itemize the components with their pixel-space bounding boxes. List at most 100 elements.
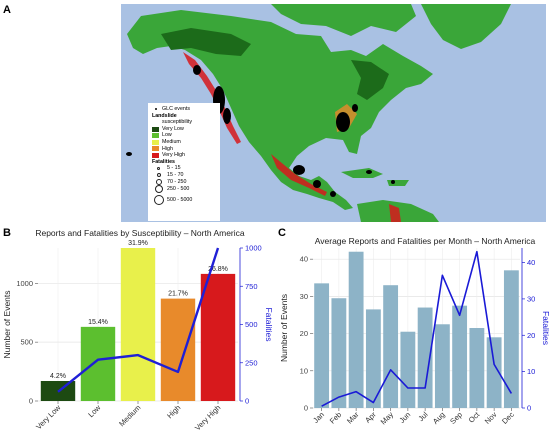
bar-data-label: 31.9% bbox=[128, 240, 148, 247]
y2-axis-label: Fatalities bbox=[541, 311, 550, 345]
legend-susceptibility-levels: Very Low Low Medium High Very High bbox=[152, 126, 218, 159]
fatalities-circle-icon bbox=[155, 178, 162, 185]
bar bbox=[434, 324, 450, 408]
x-tick-label: High bbox=[165, 403, 182, 420]
chart-monthly: 0 10 20 30 40 0 10 20 30 40 Jan Feb Mar Apr May Jun Jul A… bbox=[275, 226, 550, 441]
x-tick-label: Nov bbox=[483, 410, 499, 426]
y-axis-label: Number of Events bbox=[2, 290, 12, 358]
y-tick-label: 20 bbox=[300, 329, 308, 338]
x-tick-label: Low bbox=[86, 403, 103, 420]
legend-level-label: High bbox=[162, 145, 173, 152]
y2-axis-label: Fatalities bbox=[264, 307, 274, 341]
y-axis-label: Number of Events bbox=[279, 294, 289, 362]
y2-tick-label: 0 bbox=[245, 397, 249, 406]
legend-level-row: Low bbox=[152, 132, 218, 139]
legend-level-swatch bbox=[152, 152, 159, 158]
fatalities-circle-icon bbox=[154, 185, 163, 194]
legend-level-label: Very Low bbox=[162, 125, 184, 132]
x-tick-label: Oct bbox=[467, 409, 482, 424]
bar bbox=[348, 251, 364, 408]
legend-level-label: Medium bbox=[162, 138, 181, 145]
y-tick-label: 500 bbox=[20, 338, 33, 347]
legend-level-swatch bbox=[152, 126, 159, 132]
y2-tick-label: 40 bbox=[527, 258, 535, 267]
bar bbox=[314, 283, 330, 408]
fatalities-line bbox=[57, 247, 220, 393]
x-tick-label: May bbox=[379, 410, 396, 427]
legend-fatalities-title: Fatalities bbox=[152, 158, 175, 165]
legend-susceptibility-subtitle: susceptibility bbox=[162, 119, 193, 126]
x-tick-label: Very High bbox=[193, 403, 222, 432]
legend-level-row: Very High bbox=[152, 152, 218, 159]
chart-susceptibility: 4.2% 15.4% 31.9% 21.7% 26.8% 0 500 1000 0 250 500 7… bbox=[0, 226, 275, 441]
legend-fatalities-label: 5 - 15 bbox=[167, 165, 181, 172]
map-land-north-america bbox=[127, 10, 433, 210]
x-tick-label: Aug bbox=[431, 410, 447, 426]
x-tick-label: Mar bbox=[345, 410, 361, 426]
legend-level-label: Very High bbox=[162, 152, 185, 159]
fatalities-circle-icon bbox=[153, 195, 164, 206]
bar bbox=[120, 248, 156, 401]
bar bbox=[365, 309, 381, 408]
y2-tick-label: 30 bbox=[527, 294, 535, 303]
y2-tick-label: 250 bbox=[245, 358, 258, 367]
bar bbox=[160, 298, 196, 401]
legend-fatalities-label: 70 - 250 bbox=[167, 178, 187, 185]
legend-level-swatch bbox=[152, 146, 159, 152]
x-tick-label: Medium bbox=[117, 403, 142, 428]
bar bbox=[400, 331, 416, 408]
fatalities-circle-icon bbox=[157, 167, 160, 171]
fatalities-circle-icon bbox=[156, 173, 161, 178]
bar bbox=[200, 273, 236, 401]
y2-tick-label: 10 bbox=[527, 367, 535, 376]
map-legend: GLC events Landslide susceptibility Very… bbox=[148, 103, 220, 221]
legend-level-row: Medium bbox=[152, 139, 218, 146]
bar bbox=[452, 305, 468, 408]
y-tick-label: 30 bbox=[300, 292, 308, 301]
legend-fatalities-row: 500 - 5000 bbox=[152, 195, 218, 206]
map-land-arctic-islands bbox=[271, 4, 416, 36]
y-tick-label: 40 bbox=[300, 255, 308, 264]
events-dot-icon bbox=[154, 108, 157, 111]
panel-label-b: B bbox=[3, 227, 11, 239]
y2-tick-label: 1000 bbox=[245, 244, 262, 253]
plot-area bbox=[313, 248, 520, 408]
legend-events-row: GLC events bbox=[152, 106, 218, 113]
bar-data-label: 15.4% bbox=[88, 319, 108, 326]
x-tick-label: Jul bbox=[416, 410, 429, 423]
legend-susceptibility-title: Landslide bbox=[152, 112, 177, 119]
legend-level-swatch bbox=[152, 133, 159, 139]
x-tick-label: Sep bbox=[448, 410, 464, 426]
bar bbox=[383, 285, 399, 408]
panel-label-c: C bbox=[278, 227, 286, 239]
chart-title: Average Reports and Fatalities per Month… bbox=[315, 236, 536, 246]
legend-level-label: Low bbox=[162, 132, 172, 139]
x-tick-label: Jun bbox=[397, 410, 412, 425]
map-dark-green-band bbox=[161, 28, 251, 56]
bar bbox=[417, 307, 433, 408]
y2-tick-label: 750 bbox=[245, 282, 258, 291]
legend-level-swatch bbox=[152, 139, 159, 145]
bar-data-label: 4.2% bbox=[50, 373, 66, 380]
bar bbox=[331, 298, 347, 408]
bar bbox=[80, 326, 116, 401]
bar bbox=[469, 328, 485, 408]
y-tick-label: 0 bbox=[304, 404, 308, 413]
map-high-susceptibility-mexico bbox=[271, 154, 327, 196]
x-tick-label: Very Low bbox=[34, 403, 63, 432]
legend-fatalities-row: 250 - 500 bbox=[152, 185, 218, 194]
legend-level-row: Very Low bbox=[152, 126, 218, 133]
fatalities-line bbox=[321, 250, 513, 407]
y-tick-label: 1000 bbox=[16, 279, 33, 288]
map-high-susceptibility-andes bbox=[389, 204, 401, 222]
y2-tick-label: 0 bbox=[527, 404, 531, 413]
bar-data-label: 26.8% bbox=[208, 266, 228, 273]
legend-fatalities-label: 500 - 5000 bbox=[167, 196, 193, 203]
panel-label-a: A bbox=[3, 4, 11, 16]
x-tick-label: Jan bbox=[311, 410, 326, 425]
legend-fatalities-row: 70 - 250 bbox=[152, 179, 218, 186]
x-tick-label: Feb bbox=[328, 410, 344, 426]
bar-data-label: 21.7% bbox=[168, 291, 188, 298]
x-tick-label: Dec bbox=[500, 410, 516, 426]
